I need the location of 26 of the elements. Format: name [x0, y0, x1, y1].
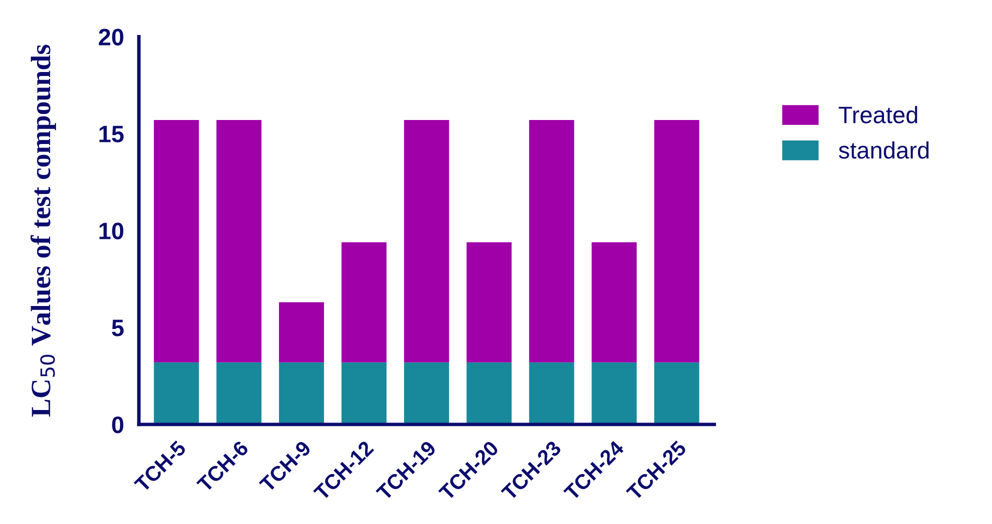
bar	[529, 362, 574, 424]
bar	[529, 120, 574, 362]
bar	[154, 120, 199, 362]
legend-label: Treated	[838, 106, 918, 124]
bar	[216, 362, 262, 424]
bar	[404, 120, 450, 362]
bar	[654, 120, 700, 362]
bar	[466, 362, 512, 424]
y-tick-label: 0	[112, 416, 124, 434]
legend-label: standard	[838, 141, 929, 159]
y-tick-label: 5	[112, 320, 124, 336]
y-tick-label: 20	[98, 28, 124, 46]
bar	[592, 362, 637, 424]
y-tick-label: 15	[100, 126, 124, 142]
y-axis-title: LC$_{50}$ Values of test compounds	[30, 44, 56, 417]
bar	[654, 362, 700, 424]
bar	[466, 242, 512, 362]
bar	[216, 120, 262, 362]
bar	[278, 302, 324, 362]
bar	[342, 242, 387, 362]
y-tick-label: 10	[100, 222, 124, 240]
bar	[592, 242, 637, 362]
bar	[342, 362, 387, 424]
bar	[278, 362, 324, 424]
bar	[154, 362, 199, 424]
bar	[404, 362, 450, 424]
